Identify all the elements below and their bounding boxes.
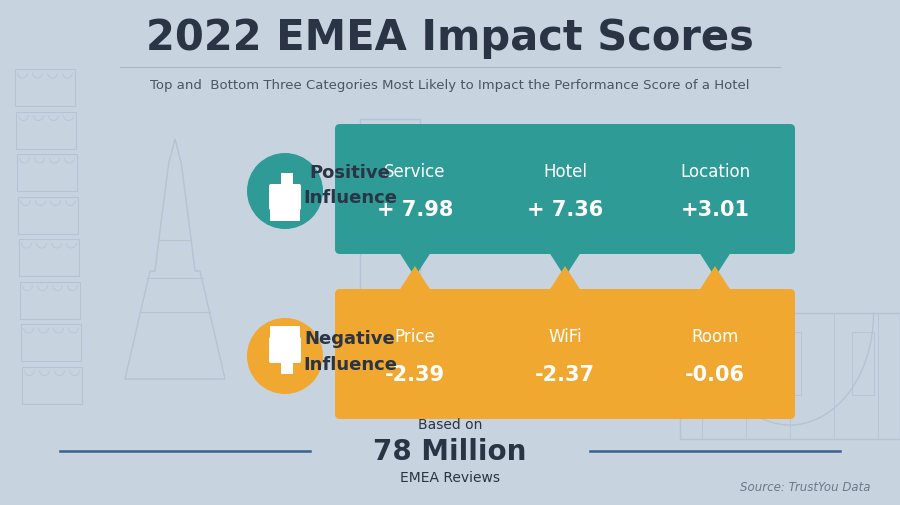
FancyBboxPatch shape [485, 125, 645, 255]
Polygon shape [397, 267, 433, 294]
Text: Price: Price [394, 327, 436, 345]
FancyBboxPatch shape [269, 185, 301, 211]
FancyBboxPatch shape [635, 289, 795, 419]
Text: + 7.98: + 7.98 [377, 199, 454, 220]
Text: 78 Million: 78 Million [374, 437, 526, 465]
Text: -2.39: -2.39 [385, 364, 446, 384]
Polygon shape [397, 249, 433, 277]
Polygon shape [281, 174, 293, 209]
Circle shape [247, 154, 323, 230]
Text: Room: Room [691, 327, 739, 345]
Text: Service: Service [384, 163, 446, 181]
Text: 2022 EMEA Impact Scores: 2022 EMEA Impact Scores [146, 17, 754, 59]
Polygon shape [547, 249, 583, 277]
Text: + 7.36: + 7.36 [526, 199, 603, 220]
Text: -2.37: -2.37 [535, 364, 595, 384]
FancyBboxPatch shape [335, 289, 495, 419]
Circle shape [247, 318, 323, 394]
Text: WiFi: WiFi [548, 327, 581, 345]
FancyBboxPatch shape [269, 337, 301, 363]
Text: Based on: Based on [418, 417, 482, 431]
FancyBboxPatch shape [635, 125, 795, 255]
Text: Positive
Influence: Positive Influence [303, 163, 397, 206]
FancyBboxPatch shape [270, 208, 300, 222]
Text: Top and  Bottom Three Categories Most Likely to Impact the Performance Score of : Top and Bottom Three Categories Most Lik… [150, 78, 750, 91]
FancyBboxPatch shape [270, 326, 300, 340]
Text: Hotel: Hotel [543, 163, 587, 181]
Text: EMEA Reviews: EMEA Reviews [400, 470, 500, 484]
Polygon shape [697, 267, 733, 294]
Text: -0.06: -0.06 [685, 364, 745, 384]
Text: Source: TrustYou Data: Source: TrustYou Data [740, 481, 870, 493]
Polygon shape [547, 267, 583, 294]
Polygon shape [697, 249, 733, 277]
Text: +3.01: +3.01 [680, 199, 750, 220]
Text: Negative
Influence: Negative Influence [303, 330, 397, 373]
Text: Location: Location [680, 163, 750, 181]
FancyBboxPatch shape [335, 125, 495, 255]
FancyBboxPatch shape [485, 289, 645, 419]
Polygon shape [281, 339, 293, 374]
